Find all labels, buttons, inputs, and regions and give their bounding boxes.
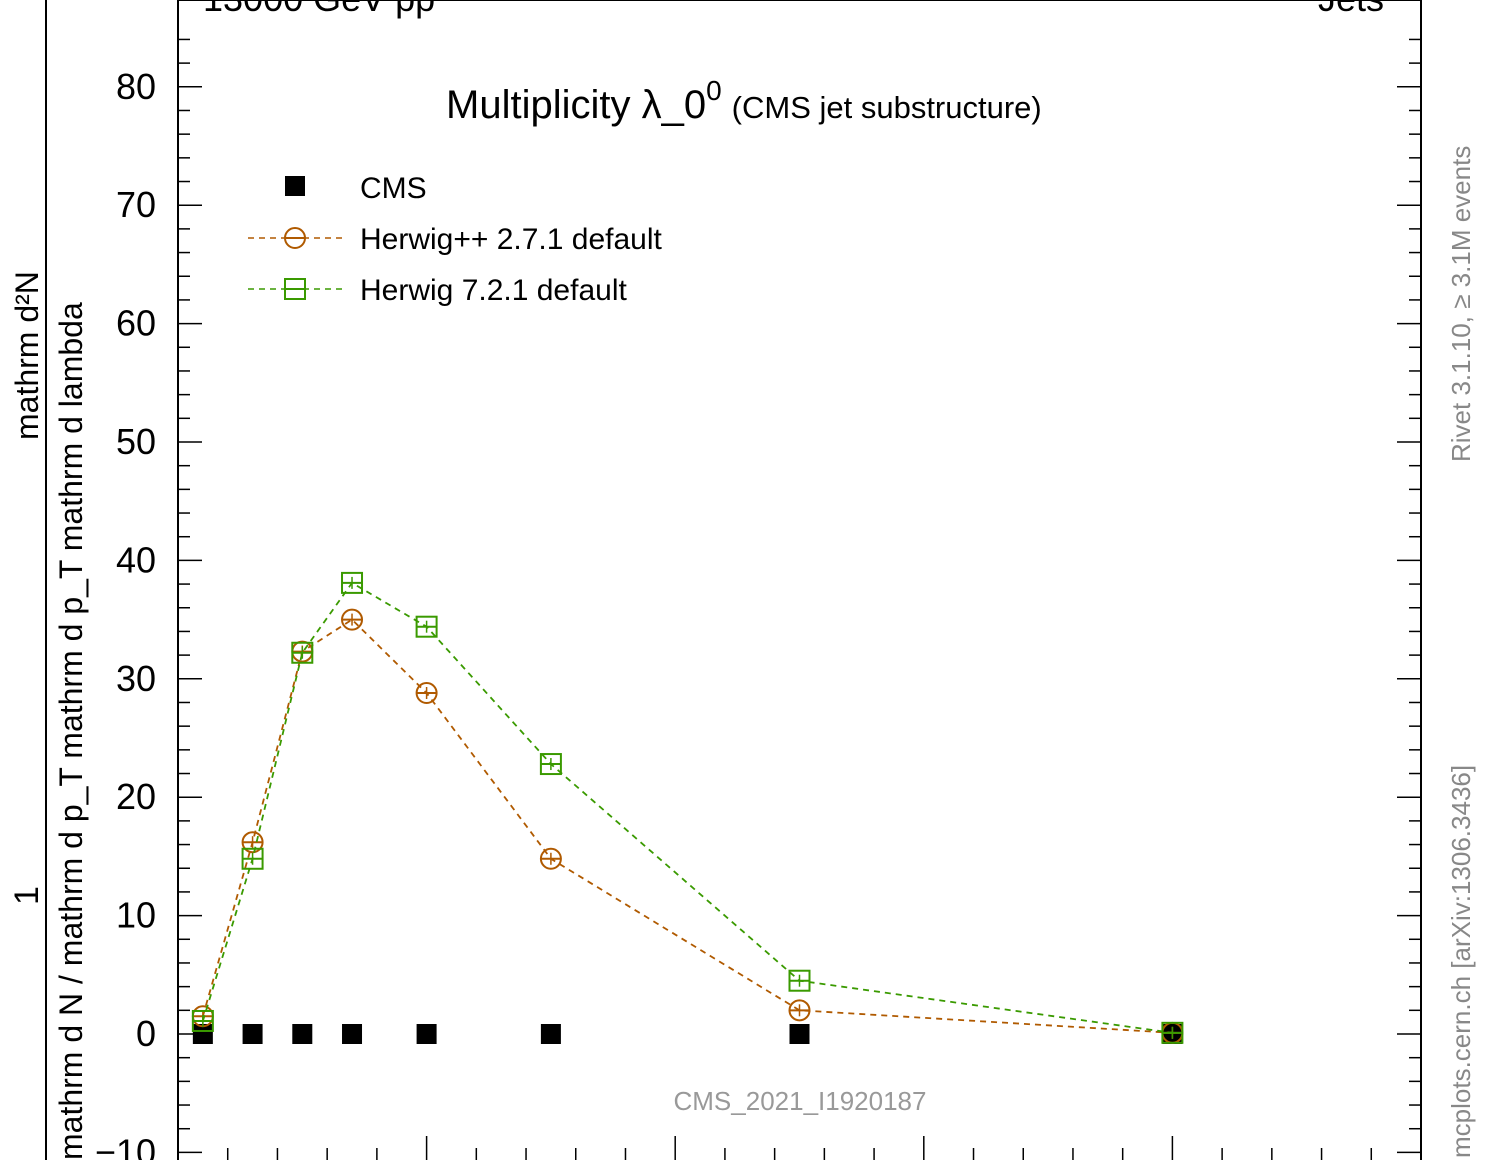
series-line — [201, 618, 1173, 1034]
y-axis-label-denominator: mathrm d N / mathrm d p_T mathrm d p_T m… — [53, 302, 89, 1160]
legend-label-herwig7: Herwig 7.2.1 default — [360, 274, 627, 307]
legend-label-herwigpp: Herwig++ 2.7.1 default — [360, 223, 663, 256]
data-point-cms — [242, 1024, 263, 1044]
y-tick-labels: −10 0 10 20 30 40 50 60 70 80 — [95, 66, 156, 1160]
data-point-cms — [342, 1024, 363, 1044]
y-tick-label: 70 — [116, 184, 156, 225]
y-axis-label-numerator: 1 — [8, 886, 46, 905]
series-herwig7 — [191, 571, 1184, 1044]
plot-frame — [177, 0, 1422, 1160]
y-tick-label: 50 — [116, 421, 156, 462]
y-axis-label-fraction-top: mathrm d²N — [9, 271, 45, 440]
title-main: Multiplicity λ_0 — [446, 83, 706, 127]
legend-marker-cms — [285, 176, 305, 196]
series-cms — [192, 1024, 1183, 1044]
side-label-rivet: Rivet 3.1.10, ≥ 3.1M events — [1446, 145, 1476, 462]
data-point-cms — [192, 1024, 213, 1044]
y-tick-label: −10 — [95, 1131, 156, 1160]
y-axis-label: 1 mathrm d²N mathrm d N / mathrm d p_T m… — [8, 0, 89, 1160]
series-layer — [191, 571, 1184, 1044]
y-tick-label: 10 — [116, 895, 156, 936]
y-tick-label: 40 — [116, 539, 156, 580]
header-left: 13000 GeV pp — [203, 0, 435, 20]
watermark: CMS_2021_I1920187 — [674, 1086, 927, 1116]
legend: CMS Herwig++ 2.7.1 default Herwig 7.2.1 … — [248, 172, 663, 307]
chart-title: Multiplicity λ_00 (CMS jet substructure) — [446, 75, 1042, 127]
header-right: Jets — [1318, 0, 1384, 20]
y-tick-label: 60 — [116, 303, 156, 344]
y-tick-label: 80 — [116, 66, 156, 107]
series-herwigpp — [191, 608, 1184, 1044]
y-tick-label: 0 — [136, 1013, 156, 1054]
side-label-source: mcplots.cern.ch [arXiv:1306.3436] — [1446, 764, 1476, 1158]
title-note: (CMS jet substructure) — [732, 90, 1042, 125]
y-tick-label: 30 — [116, 658, 156, 699]
data-point-cms — [292, 1024, 313, 1044]
legend-label-cms: CMS — [360, 172, 427, 205]
data-point-cms — [416, 1024, 437, 1044]
data-point-cms — [789, 1024, 810, 1044]
title-superscript: 0 — [706, 75, 722, 106]
axis-ticks — [177, 38, 1422, 1160]
y-tick-label: 20 — [116, 776, 156, 817]
data-point-cms — [540, 1024, 561, 1044]
series-line — [201, 581, 1173, 1034]
